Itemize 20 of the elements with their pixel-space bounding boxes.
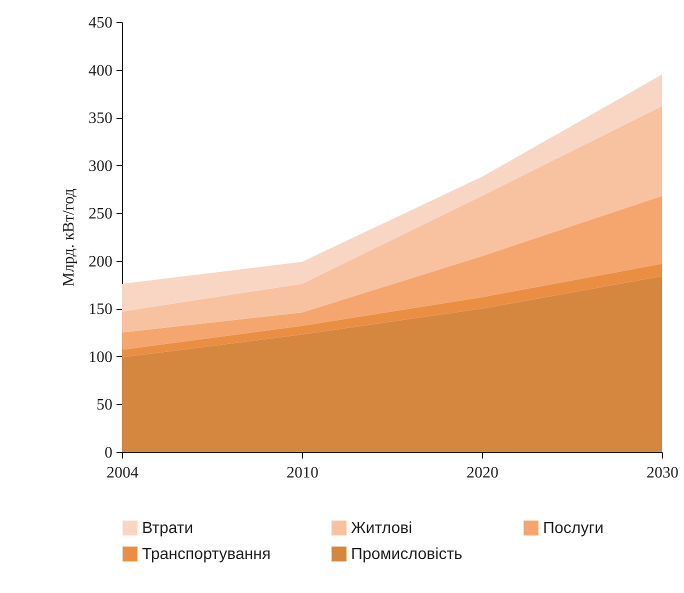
legend-label: Житлові	[351, 520, 412, 537]
y-tick-label: 150	[88, 301, 112, 318]
y-tick-label: 350	[88, 110, 112, 128]
x-tick-label: 2020	[466, 464, 498, 482]
legend-label: Промисловість	[351, 546, 462, 563]
y-tick-label: 200	[88, 253, 112, 270]
y-tick-label: 100	[88, 348, 112, 366]
y-tick-label: 450	[88, 14, 112, 32]
x-tick-label: 2030	[646, 464, 678, 482]
y-tick-label: 50	[96, 396, 112, 414]
y-tick-label: 300	[88, 158, 112, 175]
x-tick-label: 2004	[106, 464, 138, 482]
y-tick-label: 400	[88, 62, 112, 80]
y-tick-label: 250	[88, 206, 112, 223]
legend-label: Послуги	[543, 520, 604, 537]
x-tick-label: 2010	[286, 464, 318, 482]
legend-label: Транспортування	[142, 546, 271, 563]
y-tick-label: 0	[104, 444, 112, 462]
y-axis-title: Млрд. кВт/год	[60, 188, 78, 286]
legend-label: Втрати	[142, 520, 194, 537]
